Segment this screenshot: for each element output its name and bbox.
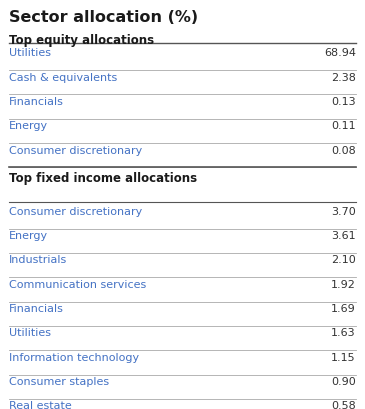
Text: 1.92: 1.92	[331, 280, 356, 290]
Text: 0.13: 0.13	[331, 97, 356, 107]
Text: 3.61: 3.61	[331, 231, 356, 241]
Text: 1.15: 1.15	[331, 353, 356, 363]
Text: Consumer staples: Consumer staples	[9, 377, 109, 387]
Text: 0.11: 0.11	[331, 121, 356, 131]
Text: 2.38: 2.38	[331, 72, 356, 83]
Text: Communication services: Communication services	[9, 280, 146, 290]
Text: Information technology: Information technology	[9, 353, 139, 363]
Text: Energy: Energy	[9, 231, 48, 241]
Text: Financials: Financials	[9, 304, 64, 314]
Text: Sector allocation (%): Sector allocation (%)	[9, 10, 198, 25]
Text: Real estate: Real estate	[9, 401, 72, 409]
Text: 1.63: 1.63	[331, 328, 356, 338]
Text: Utilities: Utilities	[9, 328, 51, 338]
Text: Industrials: Industrials	[9, 255, 68, 265]
Text: Financials: Financials	[9, 97, 64, 107]
Text: Top fixed income allocations: Top fixed income allocations	[9, 173, 197, 185]
Text: 68.94: 68.94	[324, 48, 356, 58]
Text: Energy: Energy	[9, 121, 48, 131]
Text: 0.58: 0.58	[331, 401, 356, 409]
Text: 3.70: 3.70	[331, 207, 356, 217]
Text: Consumer discretionary: Consumer discretionary	[9, 146, 142, 155]
Text: Consumer discretionary: Consumer discretionary	[9, 207, 142, 217]
Text: 2.10: 2.10	[331, 255, 356, 265]
Text: 1.69: 1.69	[331, 304, 356, 314]
Text: Top equity allocations: Top equity allocations	[9, 34, 154, 47]
Text: 0.90: 0.90	[331, 377, 356, 387]
Text: Utilities: Utilities	[9, 48, 51, 58]
Text: Cash & equivalents: Cash & equivalents	[9, 72, 118, 83]
Text: 0.08: 0.08	[331, 146, 356, 155]
